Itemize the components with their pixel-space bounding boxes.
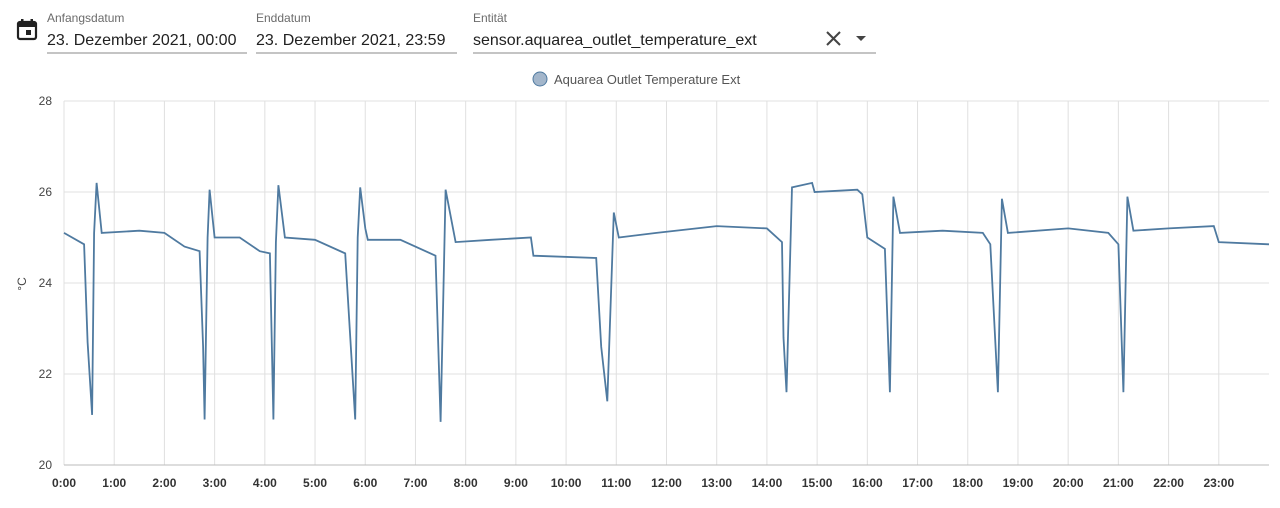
x-tick-label: 19:00 [1003, 476, 1034, 490]
x-tick-label: 4:00 [253, 476, 277, 490]
x-tick-label: 5:00 [303, 476, 327, 490]
x-tick-label: 8:00 [454, 476, 478, 490]
x-tick-label: 9:00 [504, 476, 528, 490]
x-tick-label: 10:00 [551, 476, 582, 490]
field-label: Anfangsdatum [47, 11, 124, 25]
x-tick-label: 18:00 [952, 476, 983, 490]
x-tick-label: 20:00 [1053, 476, 1084, 490]
dropdown-arrow[interactable] [856, 36, 866, 41]
y-tick-label: 22 [39, 367, 53, 381]
x-tick-label: 13:00 [701, 476, 732, 490]
x-tick-label: 1:00 [102, 476, 126, 490]
legend-label[interactable]: Aquarea Outlet Temperature Ext [554, 72, 741, 87]
calendar-icon[interactable] [16, 19, 38, 41]
x-tick-label: 0:00 [52, 476, 76, 490]
x-tick-label: 16:00 [852, 476, 883, 490]
x-tick-label: 3:00 [203, 476, 227, 490]
y-tick-label: 28 [39, 94, 53, 108]
field-value[interactable]: sensor.aquarea_outlet_temperature_ext [473, 32, 757, 49]
y-tick-label: 26 [39, 185, 53, 199]
x-tick-label: 21:00 [1103, 476, 1134, 490]
x-tick-label: 12:00 [651, 476, 682, 490]
x-tick-label: 6:00 [353, 476, 377, 490]
x-tick-label: 7:00 [403, 476, 427, 490]
clear-button[interactable] [826, 31, 841, 46]
x-tick-label: 14:00 [752, 476, 783, 490]
y-tick-label: 24 [39, 276, 53, 290]
y-tick-label: 20 [39, 458, 53, 472]
field-value[interactable]: 23. Dezember 2021, 23:59 [256, 32, 446, 49]
x-tick-label: 17:00 [902, 476, 933, 490]
field-label: Enddatum [256, 11, 311, 25]
x-tick-label: 23:00 [1203, 476, 1234, 490]
x-tick-label: 15:00 [802, 476, 833, 490]
x-tick-label: 2:00 [152, 476, 176, 490]
legend-marker[interactable] [532, 71, 548, 87]
data-line [63, 181, 1270, 422]
field-value[interactable]: 23. Dezember 2021, 00:00 [47, 32, 237, 49]
x-tick-label: 22:00 [1153, 476, 1184, 490]
y-axis-label: °C [15, 277, 29, 291]
field-label: Entität [473, 11, 508, 25]
x-tick-label: 11:00 [601, 476, 631, 490]
